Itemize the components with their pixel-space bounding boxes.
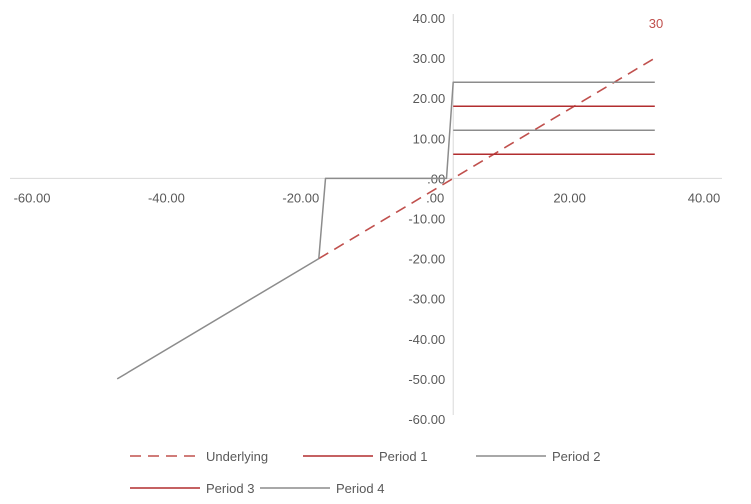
x-tick-label: -60.00	[14, 190, 51, 205]
x-tick-label: 40.00	[688, 190, 721, 205]
legend-label: Period 2	[552, 449, 600, 464]
x-tick-label: -20.00	[282, 190, 319, 205]
legend: Underlying Period 1 Period 2 Period 3 Period…	[130, 449, 600, 496]
legend-item-period-1: Period 1	[303, 449, 427, 464]
annotation-layer: 30	[649, 16, 663, 31]
y-tick-label: 10.00	[413, 131, 446, 146]
x-tick-label: .00	[426, 190, 444, 205]
legend-item-underlying: Underlying	[130, 449, 268, 464]
y-tick-label: 30.00	[413, 51, 446, 66]
legend-item-period-3: Period 3	[130, 481, 254, 496]
legend-label: Period 3	[206, 481, 254, 496]
legend-item-period-2: Period 2	[476, 449, 600, 464]
y-tick-label: -40.00	[408, 332, 445, 347]
data-label: 30	[649, 16, 663, 31]
legend-label: Underlying	[206, 449, 268, 464]
y-tick-label: -10.00	[408, 212, 445, 227]
legend-label: Period 1	[379, 449, 427, 464]
series-line-period-4	[116, 81, 655, 380]
legend-item-period-4: Period 4	[260, 481, 384, 496]
axes: -60.00 -40.00 -20.00 .00 20.00 40.00 40.00 30.0…	[10, 11, 722, 427]
series-line-underlying	[318, 57, 656, 260]
x-tick-label: -40.00	[148, 190, 185, 205]
series-layer	[116, 57, 656, 380]
y-tick-label: -20.00	[408, 252, 445, 267]
y-tick-label: -30.00	[408, 292, 445, 307]
y-tick-label: 20.00	[413, 91, 446, 106]
y-tick-label: -50.00	[408, 372, 445, 387]
y-tick-label: -60.00	[408, 412, 445, 427]
legend-label: Period 4	[336, 481, 384, 496]
y-tick-label: 40.00	[413, 11, 446, 26]
x-tick-label: 20.00	[553, 190, 586, 205]
